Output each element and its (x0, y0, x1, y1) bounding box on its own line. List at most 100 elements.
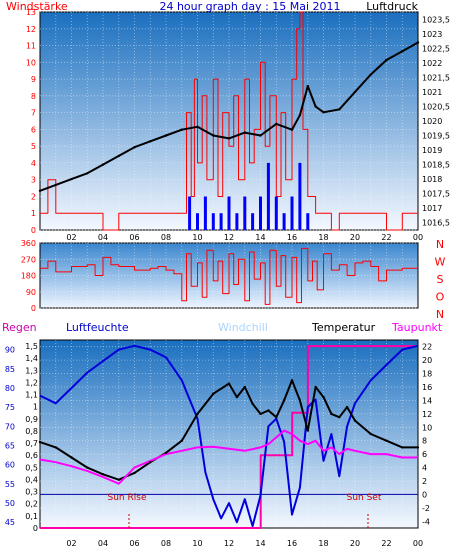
pressure-series-point (314, 105, 317, 108)
rain-tick: 0 (33, 524, 38, 533)
wind-tick: 4 (31, 159, 36, 168)
x-tick-label: 14 (255, 233, 265, 242)
rain-tick: 1,3 (25, 366, 38, 375)
humidity-tick: 60 (5, 461, 15, 470)
x-tick-label: 18 (318, 539, 328, 548)
x-tick-label: 04 (98, 539, 108, 548)
rain-tick: 0,6 (25, 451, 38, 460)
temperature-series-point (164, 451, 168, 454)
temperature-series-point (243, 385, 246, 389)
pressure-tick: 1019 (422, 146, 442, 155)
wind-tick: 11 (26, 42, 36, 51)
x-tick-label: 10 (192, 233, 202, 242)
temperature-tick: 4 (422, 464, 427, 473)
compass-label: O (436, 291, 445, 304)
rain-tick: 0,1 (25, 512, 38, 521)
direction-tick: 360 (21, 239, 36, 248)
wind-tick: 13 (26, 8, 36, 17)
x-tick-label: 06 (129, 539, 139, 548)
temperature-series-point (54, 446, 57, 449)
pressure-series-point (212, 134, 215, 137)
temperature-tick: 10 (422, 423, 432, 432)
temperature-series-point (330, 412, 333, 416)
x-tick-label: 08 (161, 233, 171, 242)
pressure-series-point (54, 183, 57, 187)
temperature-series-point (369, 432, 372, 436)
compass-label: S (437, 273, 444, 286)
x-tick-label: 20 (350, 539, 360, 548)
temperature-tick: 12 (422, 410, 432, 419)
temperature-series-point (385, 439, 388, 442)
x-tick-label: 14 (255, 539, 265, 548)
temperature-series-point (345, 405, 349, 409)
wind-tick: 3 (31, 176, 36, 185)
x-tick-label: 18 (318, 233, 328, 242)
x-tick-label: 02 (66, 539, 76, 548)
dewpoint-series (39, 429, 418, 485)
temperature-series-point (212, 392, 215, 395)
pressure-tick: 1018 (422, 175, 442, 184)
pressure-series-point (416, 41, 420, 44)
pressure-series-point (401, 50, 404, 53)
pressure-series-point (164, 134, 168, 137)
pressure-series-point (243, 131, 246, 134)
temperature-series-point (306, 429, 309, 432)
humidity-tick: 80 (5, 384, 15, 393)
pressure-tick: 1021,5 (422, 73, 450, 82)
x-tick-label: 22 (381, 539, 391, 548)
x-tick-label: 00 (413, 539, 423, 548)
pressure-tick: 1017,5 (422, 190, 450, 199)
dewpoint-label: Taupunkt (391, 321, 443, 334)
temperature-series-point (338, 416, 341, 419)
temperature-tick: 22 (422, 343, 432, 352)
pressure-tick: 1022 (422, 59, 442, 68)
humidity-tick: 65 (5, 442, 15, 451)
wind-tick: 7 (31, 109, 36, 118)
temperature-tick: 8 (422, 437, 427, 446)
rain-tick: 0,8 (25, 427, 38, 436)
temperature-series-point (259, 412, 262, 416)
humidity-tick: 55 (5, 480, 15, 489)
pressure-series-point (227, 137, 231, 140)
pressure-series-point (101, 163, 105, 166)
windchill-label: Windchill (218, 321, 268, 334)
temperature-series-point (86, 466, 89, 469)
pressure-tick: 1020,5 (422, 102, 450, 111)
direction-tick: 90 (26, 288, 36, 297)
pressure-tick: 1022,5 (422, 44, 450, 53)
compass-label: W (435, 256, 446, 269)
temperature-tick: 6 (422, 450, 427, 459)
pressure-tick: 1021 (422, 88, 442, 97)
rain-tick: 1,4 (25, 354, 38, 363)
temperature-series-point (196, 412, 199, 416)
temperature-tick: -4 (422, 517, 430, 526)
pressure-series-point (133, 146, 136, 149)
direction-tick: 0 (31, 304, 36, 313)
compass-label: N (436, 308, 444, 321)
pressure-tick: 1016,5 (422, 219, 450, 228)
x-tick-label: 12 (224, 233, 234, 242)
pressure-series-point (306, 84, 309, 88)
temperature-series-point (353, 419, 357, 422)
temperature-series-point (314, 385, 317, 389)
temperature-series-point (149, 461, 152, 464)
temperature-series-point (322, 395, 325, 399)
temperature-series-point (227, 382, 231, 385)
rain-tick: 1 (33, 403, 38, 412)
temperature-series-point (117, 478, 121, 481)
chart-title: 24 hour graph day : 15 Mai 2011 (159, 0, 340, 13)
rain-tick: 1,1 (25, 391, 38, 400)
temperature-series-point (180, 439, 183, 442)
compass-label: N (436, 238, 444, 251)
temperature-tick: -2 (422, 504, 430, 513)
x-tick-label: 08 (161, 539, 171, 548)
temperature-tick: 18 (422, 370, 432, 379)
pressure-series-point (70, 177, 73, 181)
pressure-series-point (117, 154, 121, 158)
humidity-series (39, 344, 419, 528)
wind-tick: 12 (26, 25, 36, 34)
x-tick-label: 10 (192, 539, 202, 548)
pressure-series-point (290, 128, 294, 131)
wind-tick: 9 (31, 75, 36, 84)
